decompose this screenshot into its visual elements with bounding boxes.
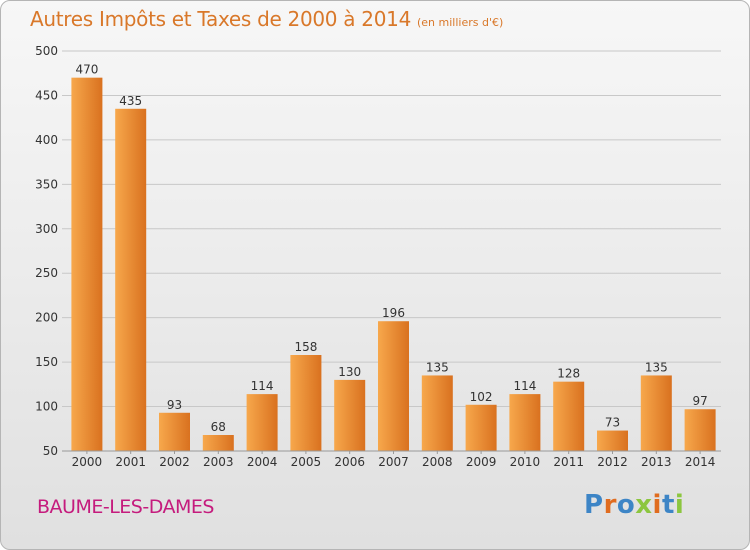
bar-2006 (334, 379, 366, 451)
value-labels: 470 435 93 68 114 158 130 196 135 102 114 128 73 135 9… (75, 63, 707, 434)
logo-letter: i (674, 490, 685, 520)
bar-2002 (159, 412, 190, 451)
y-tick-label: 200 (35, 311, 58, 325)
value-label-2005: 158 (294, 340, 317, 354)
bar-2011 (553, 381, 585, 451)
bar-2007 (378, 321, 409, 451)
x-axis-ticks: 2000 2001 2002 2003 2004 2005 2006 2007 2008 2009… (72, 451, 716, 469)
bar-2005 (290, 355, 322, 451)
value-label-2001: 435 (119, 94, 142, 108)
logo-letter: o (616, 490, 636, 520)
value-label-2009: 102 (470, 390, 493, 404)
y-axis-ticks: 50 100 150 200 250 300 350 400 450 500 (35, 44, 58, 458)
bar-2012 (597, 430, 628, 451)
x-tick-label-2010: 2010 (510, 455, 541, 469)
proxiti-logo[interactable]: Proxiti (584, 490, 684, 520)
y-tick-label: 350 (35, 177, 58, 191)
value-label-2006: 130 (338, 365, 361, 379)
bar-2000 (71, 77, 103, 452)
y-tick-label: 50 (43, 444, 58, 458)
x-tick-label-2014: 2014 (685, 455, 716, 469)
bar-2001 (115, 108, 147, 452)
y-tick-label: 250 (35, 266, 58, 280)
value-label-2010: 114 (513, 379, 536, 393)
y-tick-label: 100 (35, 400, 58, 414)
bar-2010 (509, 394, 541, 451)
value-label-2000: 470 (75, 63, 98, 77)
value-label-2007: 196 (382, 306, 405, 320)
x-tick-label-2009: 2009 (466, 455, 497, 469)
logo-letter: r (603, 490, 617, 520)
bar-2008 (421, 375, 453, 451)
value-label-2004: 114 (251, 379, 274, 393)
logo-letter: P (584, 490, 604, 520)
chart-title-main: Autres Impôts et Taxes de 2000 à 2014 (30, 7, 411, 31)
logo-letter: x (635, 490, 653, 520)
x-tick-label-2011: 2011 (553, 455, 584, 469)
x-tick-label-2012: 2012 (597, 455, 628, 469)
x-tick-label-2002: 2002 (159, 455, 190, 469)
bar-2009 (465, 404, 497, 451)
value-label-2002: 93 (167, 398, 182, 412)
x-tick-label-2000: 2000 (72, 455, 103, 469)
x-tick-label-2008: 2008 (422, 455, 453, 469)
value-label-2012: 73 (605, 416, 620, 430)
x-tick-label-2006: 2006 (334, 455, 365, 469)
value-label-2014: 97 (692, 394, 707, 408)
city-name: BAUME-LES-DAMES (37, 496, 214, 518)
y-tick-label: 300 (35, 222, 58, 236)
bars (71, 77, 716, 452)
bar-2013 (640, 375, 672, 451)
logo-letter: i (652, 490, 662, 520)
value-label-2008: 135 (426, 360, 449, 374)
value-label-2013: 135 (645, 360, 668, 374)
bar-2003 (202, 435, 234, 451)
value-label-2011: 128 (557, 367, 580, 381)
x-tick-label-2001: 2001 (115, 455, 146, 469)
chart-title-unit: (en milliers d'€) (417, 16, 504, 29)
x-tick-label-2004: 2004 (247, 455, 278, 469)
bar-2014 (684, 409, 716, 451)
logo-letter: t (661, 490, 675, 520)
y-tick-label: 450 (35, 88, 58, 102)
x-tick-label-2013: 2013 (641, 455, 672, 469)
y-tick-label: 400 (35, 133, 58, 147)
value-label-2003: 68 (211, 420, 226, 434)
y-tick-label: 500 (35, 44, 58, 58)
bar-2004 (246, 394, 278, 451)
x-tick-label-2003: 2003 (203, 455, 234, 469)
x-tick-label-2007: 2007 (378, 455, 409, 469)
x-tick-label-2005: 2005 (291, 455, 322, 469)
chart-title: Autres Impôts et Taxes de 2000 à 2014 (en… (30, 7, 503, 31)
y-tick-label: 150 (35, 355, 58, 369)
